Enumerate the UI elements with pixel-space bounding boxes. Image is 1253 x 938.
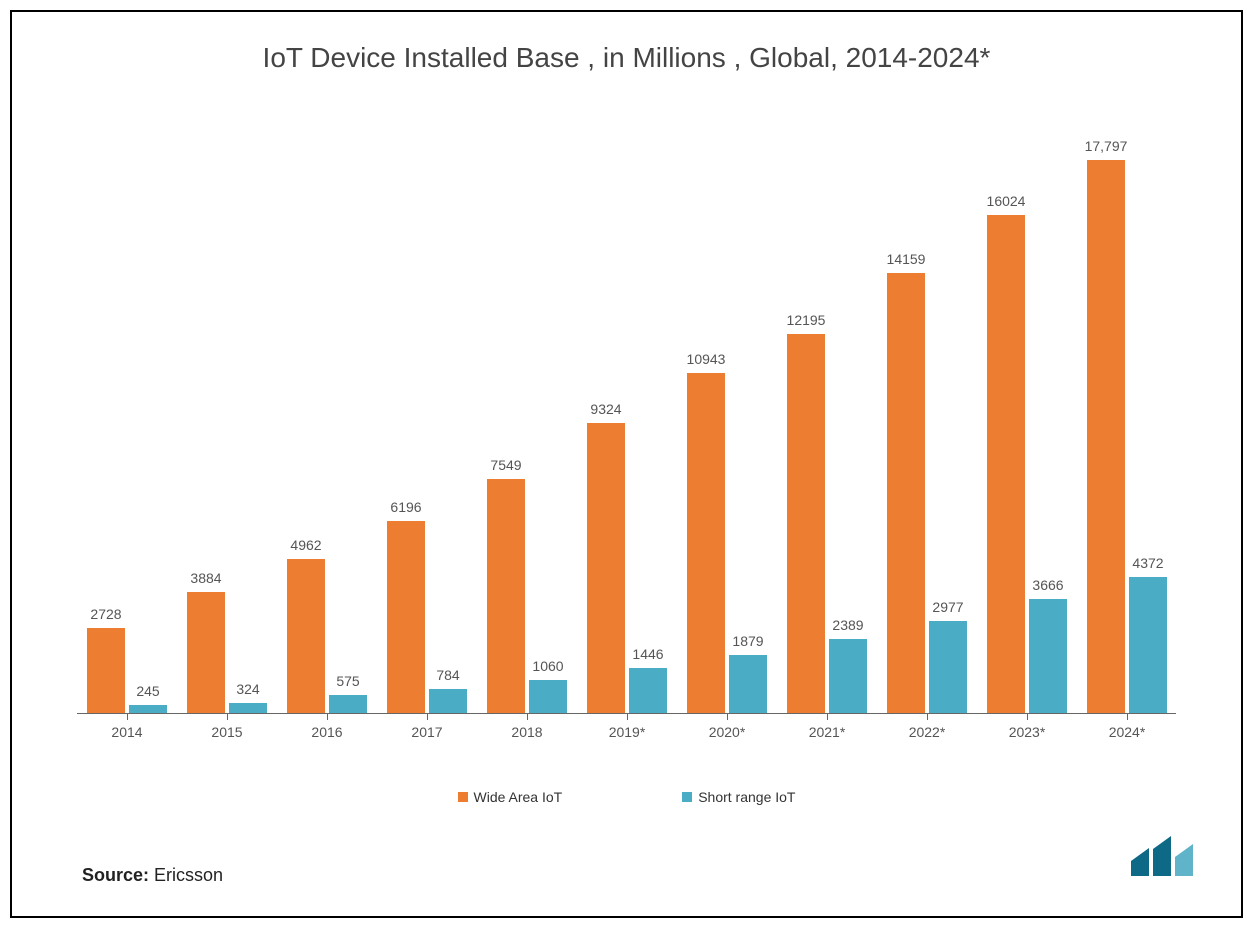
chart-title: IoT Device Installed Base , in Millions … — [62, 42, 1191, 74]
legend-swatch-b — [682, 792, 692, 802]
bar-value-label: 324 — [236, 681, 259, 697]
bar-group: 75491060 — [487, 479, 567, 713]
x-tick-line — [427, 714, 428, 720]
x-tick-line — [1127, 714, 1128, 720]
bar-value-label: 12195 — [787, 312, 826, 328]
bar-short-range: 2389 — [829, 639, 867, 713]
bar-wide-area: 3884 — [187, 592, 225, 713]
bar-value-label: 1060 — [532, 658, 563, 674]
bar-wide-area: 10943 — [687, 373, 725, 713]
bar-group: 17,7974372 — [1087, 160, 1167, 713]
x-tick-line — [627, 714, 628, 720]
bar-wide-area: 4962 — [287, 559, 325, 713]
x-axis-label: 2024* — [1109, 724, 1146, 740]
bar-value-label: 16024 — [987, 193, 1026, 209]
x-axis-label: 2018 — [511, 724, 542, 740]
bar-value-label: 1446 — [632, 646, 663, 662]
x-axis-label: 2021* — [809, 724, 846, 740]
x-tick-line — [727, 714, 728, 720]
bar-value-label: 6196 — [390, 499, 421, 515]
x-axis-label: 2022* — [909, 724, 946, 740]
bar-group: 121952389 — [787, 334, 867, 713]
plot-area: 2728245388432449625756196784754910609324… — [77, 124, 1176, 714]
bar-value-label: 245 — [136, 683, 159, 699]
legend-swatch-a — [458, 792, 468, 802]
bar-value-label: 575 — [336, 673, 359, 689]
bar-value-label: 1879 — [732, 633, 763, 649]
bar-value-label: 2728 — [90, 606, 121, 622]
bar-wide-area: 16024 — [987, 215, 1025, 713]
bar-short-range: 245 — [129, 705, 167, 713]
x-tick-line — [827, 714, 828, 720]
bar-value-label: 784 — [436, 667, 459, 683]
bar-value-label: 7549 — [490, 457, 521, 473]
legend-item-b: Short range IoT — [682, 789, 795, 805]
bar-group: 93241446 — [587, 423, 667, 713]
bar-value-label: 4962 — [290, 537, 321, 553]
x-tick-line — [127, 714, 128, 720]
legend-label-a: Wide Area IoT — [474, 789, 563, 805]
bar-wide-area: 2728 — [87, 628, 125, 713]
legend-label-b: Short range IoT — [698, 789, 795, 805]
bar-value-label: 14159 — [887, 251, 926, 267]
source-text: Ericsson — [154, 865, 223, 885]
x-tick-line — [527, 714, 528, 720]
bar-wide-area: 7549 — [487, 479, 525, 713]
bar-short-range: 1879 — [729, 655, 767, 713]
bar-value-label: 3666 — [1032, 577, 1063, 593]
bar-group: 3884 324 — [187, 592, 267, 713]
bar-value-label: 3884 — [190, 570, 221, 586]
x-axis-label: 2016 — [311, 724, 342, 740]
bar-group: 4962575 — [287, 559, 367, 713]
bar-value-label: 2977 — [932, 599, 963, 615]
bar-wide-area: 9324 — [587, 423, 625, 713]
legend-item-a: Wide Area IoT — [458, 789, 563, 805]
bar-group: 109431879 — [687, 373, 767, 713]
bar-wide-area: 14159 — [887, 273, 925, 713]
bar-short-range: 2977 — [929, 621, 967, 713]
x-tick-line — [1027, 714, 1028, 720]
chart-container: IoT Device Installed Base , in Millions … — [10, 10, 1243, 918]
bar-short-range: 1060 — [529, 680, 567, 713]
bar-group: 160243666 — [987, 215, 1067, 713]
bar-value-label: 4372 — [1132, 555, 1163, 571]
bar-wide-area: 12195 — [787, 334, 825, 713]
bar-group: 141592977 — [887, 273, 967, 713]
x-tick-line — [927, 714, 928, 720]
bar-value-label: 2389 — [832, 617, 863, 633]
bar-short-range: 1446 — [629, 668, 667, 713]
x-axis-label: 2023* — [1009, 724, 1046, 740]
x-axis-label: 2014 — [111, 724, 142, 740]
bar-short-range: 3666 — [1029, 599, 1067, 713]
x-axis-label: 2017 — [411, 724, 442, 740]
x-axis-label: 2015 — [211, 724, 242, 740]
bar-wide-area: 17,797 — [1087, 160, 1125, 713]
bar-short-range: 784 — [429, 689, 467, 713]
x-axis-label: 2019* — [609, 724, 646, 740]
bar-short-range: 575 — [329, 695, 367, 713]
x-tick-line — [327, 714, 328, 720]
bar-short-range: 324 — [229, 703, 267, 713]
x-tick-line — [227, 714, 228, 720]
bar-value-label: 10943 — [687, 351, 726, 367]
bar-group: 2728 245 — [87, 628, 167, 713]
legend: Wide Area IoT Short range IoT — [62, 789, 1191, 805]
bar-group: 6196784 — [387, 521, 467, 713]
source-prefix: Source: — [82, 865, 149, 885]
bar-wide-area: 6196 — [387, 521, 425, 713]
source-citation: Source: Ericsson — [82, 865, 223, 886]
bar-short-range: 4372 — [1129, 577, 1167, 713]
brand-logo-icon — [1131, 836, 1201, 891]
x-axis: 2014 2015 2016 2017 2018 2019* 2020* 2021* 2022*… — [77, 714, 1176, 744]
bar-value-label: 9324 — [590, 401, 621, 417]
x-axis-label: 2020* — [709, 724, 746, 740]
bar-value-label: 17,797 — [1085, 138, 1128, 154]
